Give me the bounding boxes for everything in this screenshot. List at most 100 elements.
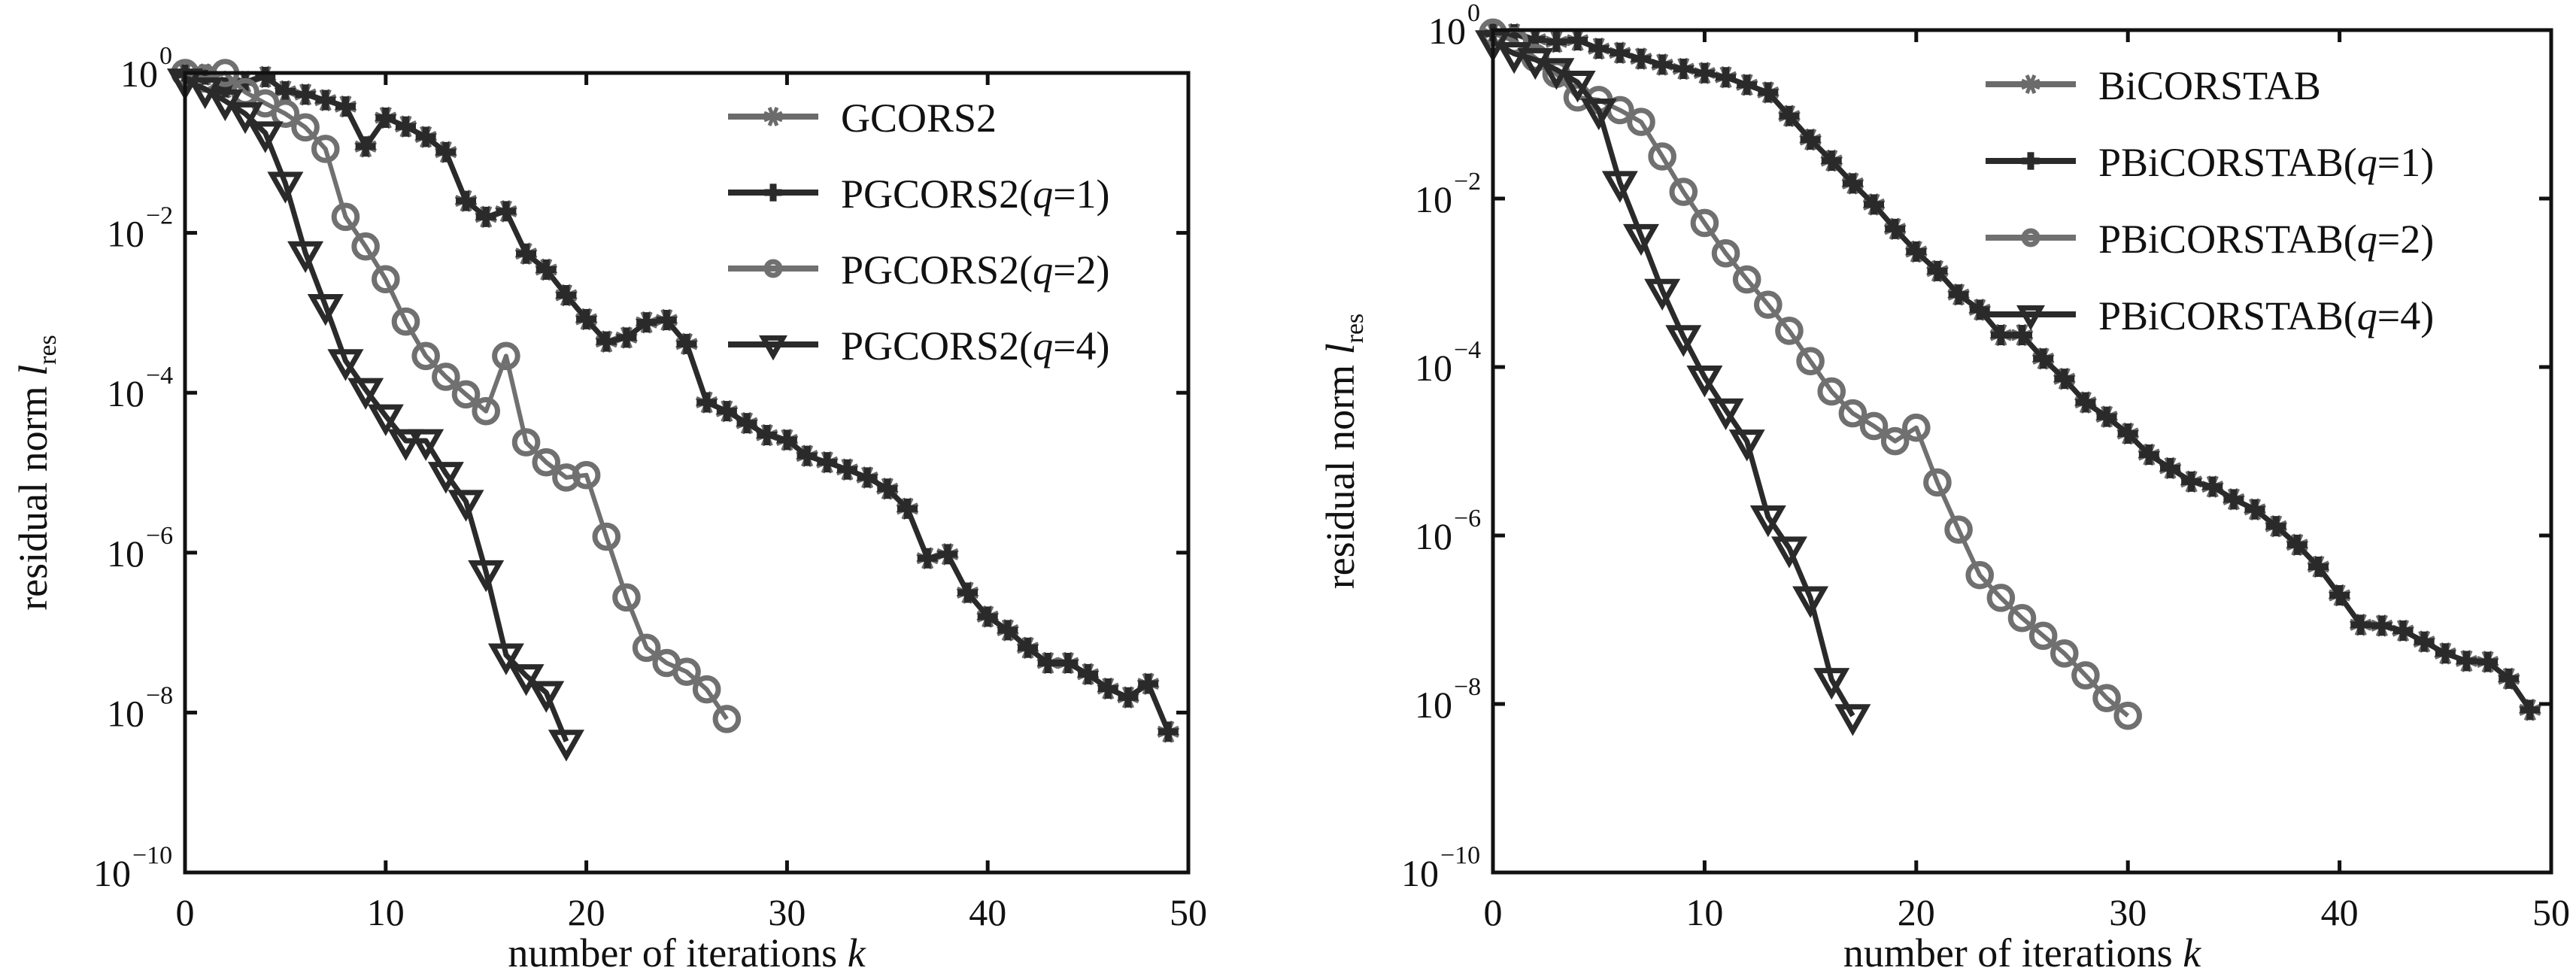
circle-marker-icon xyxy=(2021,228,2040,247)
data-point xyxy=(1138,673,1159,694)
data-point xyxy=(757,425,778,446)
y-tick-label: 10 −6 xyxy=(1415,505,1481,557)
data-point xyxy=(592,522,621,551)
data-point xyxy=(1588,38,1610,59)
data-point xyxy=(2075,392,2096,413)
data-point xyxy=(572,460,601,490)
circle-marker-icon xyxy=(763,259,783,278)
data-point xyxy=(2371,615,2392,636)
x-tick-label: 30 xyxy=(768,891,806,933)
y-tick-exponent: −10 xyxy=(132,842,172,869)
data-point xyxy=(2113,701,2142,730)
triangle-down-marker-icon xyxy=(2016,305,2046,331)
data-point xyxy=(596,331,617,352)
data-point xyxy=(1906,241,1927,262)
legend: BiCORSTAB PBiCORSTAB(q=1) PBiCORSTAB(q=2) P… xyxy=(1986,63,2434,338)
data-point xyxy=(1037,652,1058,673)
data-point xyxy=(2520,699,2541,721)
data-point xyxy=(712,705,742,733)
data-point xyxy=(511,428,541,457)
data-point xyxy=(1690,208,1719,238)
data-point xyxy=(696,392,718,413)
data-point xyxy=(716,401,737,422)
y-tick-label: 10 0 xyxy=(1428,0,1480,52)
data-point xyxy=(1622,223,1659,256)
data-point xyxy=(227,102,264,135)
data-point xyxy=(1817,377,1846,406)
data-point xyxy=(487,643,524,675)
data-point xyxy=(1097,678,1118,699)
data-point xyxy=(917,548,938,569)
data-point xyxy=(1838,399,1868,428)
series-pbicorstab-q-1- xyxy=(1482,23,2541,721)
data-point xyxy=(776,429,797,451)
data-point xyxy=(548,730,584,762)
data-point xyxy=(1758,82,1779,103)
y-tick-label: 10 −4 xyxy=(1415,336,1481,389)
legend-item: BiCORSTAB xyxy=(1986,63,2321,108)
data-point xyxy=(2007,603,2037,633)
data-point xyxy=(247,121,284,153)
y-tick-exponent: −8 xyxy=(146,681,173,709)
data-point xyxy=(1885,218,1906,239)
data-point xyxy=(676,333,697,354)
data-point xyxy=(408,429,445,461)
data-point xyxy=(287,241,324,274)
data-point xyxy=(267,171,304,204)
data-point xyxy=(432,363,460,391)
data-point xyxy=(1610,42,1631,63)
data-point xyxy=(1665,325,1702,357)
data-point xyxy=(616,327,637,348)
data-point xyxy=(1990,324,2011,345)
y-tick-exponent: −2 xyxy=(1454,168,1481,196)
data-point xyxy=(2092,684,2121,712)
data-point xyxy=(1627,108,1655,136)
y-tick-base: 10 xyxy=(107,692,144,734)
data-point xyxy=(372,265,400,294)
data-point xyxy=(411,341,440,371)
data-point xyxy=(1779,105,1800,126)
plot-frame xyxy=(183,71,1191,875)
data-point xyxy=(1496,41,1533,74)
data-point xyxy=(532,448,561,477)
y-tick-base: 10 xyxy=(1415,684,1452,726)
data-point xyxy=(2392,620,2414,642)
data-point xyxy=(347,378,384,410)
series-pgcors2-q-4- xyxy=(166,68,584,762)
data-point xyxy=(315,90,336,111)
data-point xyxy=(1728,429,1765,462)
y-tick-exponent: −4 xyxy=(1454,336,1481,364)
data-point xyxy=(997,620,1018,641)
data-point xyxy=(1732,265,1761,294)
data-point xyxy=(496,201,517,222)
y-tick-exponent: −6 xyxy=(1454,505,1481,532)
y-tick-exponent: 0 xyxy=(1467,0,1480,27)
data-point xyxy=(1927,260,1948,281)
data-point xyxy=(1601,171,1638,203)
data-point xyxy=(435,141,457,162)
data-point xyxy=(2138,444,2159,465)
y-tick-exponent: −4 xyxy=(146,362,173,390)
data-point xyxy=(1859,411,1889,441)
data-point xyxy=(2033,348,2054,369)
data-point xyxy=(937,544,958,565)
x-axis-title: number of iterations k xyxy=(508,930,866,975)
data-point xyxy=(291,113,320,142)
data-point xyxy=(1944,515,1973,544)
data-point xyxy=(2054,369,2075,390)
data-point xyxy=(2477,651,2499,672)
data-point xyxy=(255,66,276,87)
y-tick-base: 10 xyxy=(107,213,144,255)
data-point xyxy=(877,478,898,499)
data-point xyxy=(632,633,661,663)
y-tick-base: 10 xyxy=(93,852,131,894)
data-point xyxy=(1880,426,1910,456)
data-point xyxy=(1078,663,1099,684)
data-point xyxy=(1834,704,1871,736)
data-point xyxy=(656,309,677,330)
data-point xyxy=(2456,651,2477,672)
data-point xyxy=(1754,290,1783,319)
data-point xyxy=(2223,489,2244,510)
data-point xyxy=(977,606,998,627)
